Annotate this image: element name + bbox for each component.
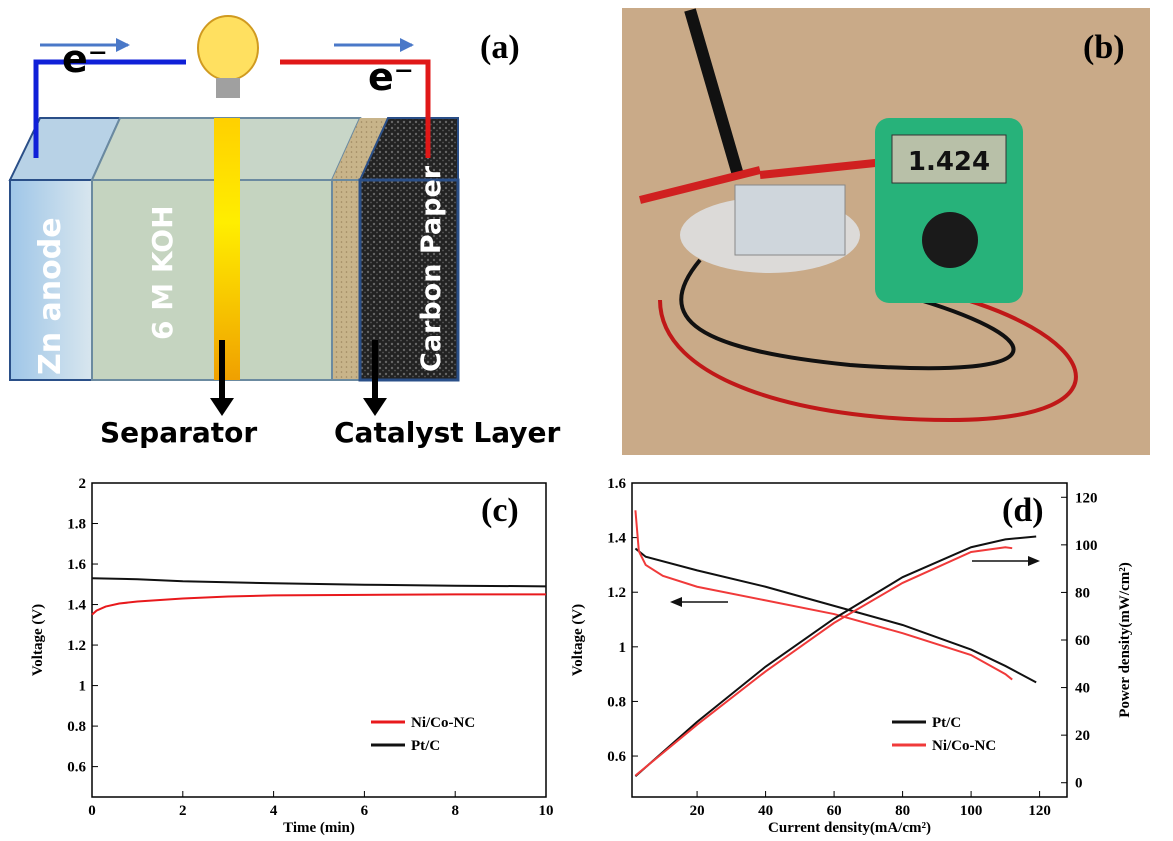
legend-label: Pt/C [932,715,961,731]
photo: 1.424 (b) [622,8,1150,455]
arrow-head [670,597,682,607]
x-tick-label: 8 [451,803,459,819]
y2-tick-label: 20 [1075,728,1090,744]
carbon-label: Carbon Paper [416,165,447,372]
legend-label: Ni/Co-NC [411,715,475,731]
panel-label: (d) [1002,492,1044,529]
electron-label: e⁻ [368,55,414,99]
x-tick-label: 40 [758,803,773,819]
x-tick-label: 4 [270,803,278,819]
y2-tick-label: 120 [1075,490,1098,506]
y2-tick-label: 0 [1075,776,1083,792]
y-tick-label: 1 [79,679,87,695]
panel-label: (c) [481,492,519,529]
legend-label: Pt/C [411,738,440,754]
y-tick-label: 1.6 [607,476,626,492]
y-tick-label: 1.6 [67,557,86,573]
panel-label: (b) [1083,29,1125,66]
x-axis-label: Time (min) [283,820,355,836]
arrow-head [116,38,130,52]
y2-tick-label: 40 [1075,681,1090,697]
y2-axis-label: Power density(mW/cm²) [1117,562,1133,717]
y-tick-label: 0.8 [67,719,86,735]
y-tick-label: 0.6 [67,760,86,776]
bulb-base [216,78,240,98]
y-axis-label: Voltage (V) [570,604,586,676]
annotation-arrows [670,556,1040,607]
y-tick-label: 1.4 [607,531,626,547]
catalyst-label: Catalyst Layer [334,416,560,449]
arrow-head [210,398,234,416]
y-axis-label: Voltage (V) [30,604,46,676]
y-tick-label: 1.8 [67,517,86,533]
x-axis-label: Current density(mA/cm²) [768,820,931,836]
x-tick-label: 0 [88,803,96,819]
plot-frame [632,483,1067,797]
koh-label: 6 M KOH [146,205,179,340]
meter-dial [922,212,978,268]
x-tick-label: 80 [895,803,910,819]
x-tick-label: 100 [960,803,983,819]
panel-label: (a) [480,29,520,66]
x-tick-label: 120 [1028,803,1051,819]
y-tick-label: 1.2 [607,585,626,601]
electron-label: e⁻ [62,37,108,81]
arrow-head [1028,556,1040,566]
y-tick-label: 0.6 [607,749,626,765]
separator [214,118,240,380]
separator-label: Separator [100,416,257,449]
y-tick-label: 1.2 [67,638,86,654]
meter-reading: 1.424 [908,147,990,177]
x-tick-label: 2 [179,803,187,819]
x-tick-label: 60 [827,803,842,819]
y2-tick-label: 80 [1075,585,1090,601]
y2-tick-label: 60 [1075,633,1090,649]
zn-label: Zn anode [33,217,68,375]
series-line [635,510,1012,679]
y-tick-label: 1 [619,640,627,656]
series-line [92,578,546,586]
x-tick-label: 6 [361,803,369,819]
x-tick-label: 20 [690,803,705,819]
y-tick-label: 0.8 [607,694,626,710]
figure: e⁻ e⁻ (a) Zn anode 6 M KOH Carbon Paper … [0,0,1173,836]
catalyst-block [332,180,360,380]
y-tick-label: 2 [79,476,87,492]
y2-tick-label: 100 [1075,538,1098,554]
plot-frame [92,483,546,797]
cell-diagram: e⁻ e⁻ (a) Zn anode 6 M KOH Carbon Paper … [10,16,560,449]
bulb [198,16,258,80]
arrow-head [400,38,414,52]
x-tick-label: 10 [539,803,554,819]
series-line [92,594,546,614]
cell [735,185,845,255]
legend-label: Ni/Co-NC [932,738,996,754]
y-tick-label: 1.4 [67,598,86,614]
koh-block [92,180,332,380]
arrow-head [363,398,387,416]
